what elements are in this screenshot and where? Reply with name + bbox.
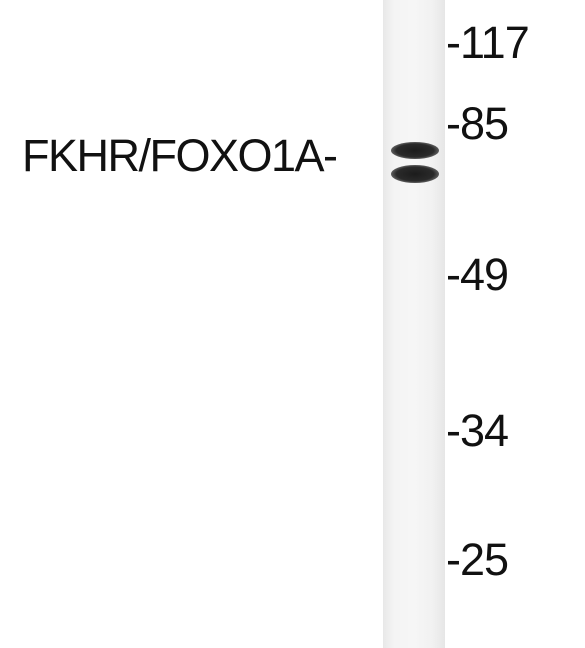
protein-band-upper <box>391 142 439 159</box>
blot-lane <box>383 0 445 648</box>
marker-117: -117 <box>446 17 530 68</box>
marker-25: -25 <box>446 534 509 585</box>
protein-label: FKHR/FOXO1A- <box>22 130 338 181</box>
marker-85: -85 <box>446 98 509 149</box>
marker-49: -49 <box>446 249 509 300</box>
protein-band-lower <box>391 165 439 183</box>
marker-34: -34 <box>446 405 509 456</box>
